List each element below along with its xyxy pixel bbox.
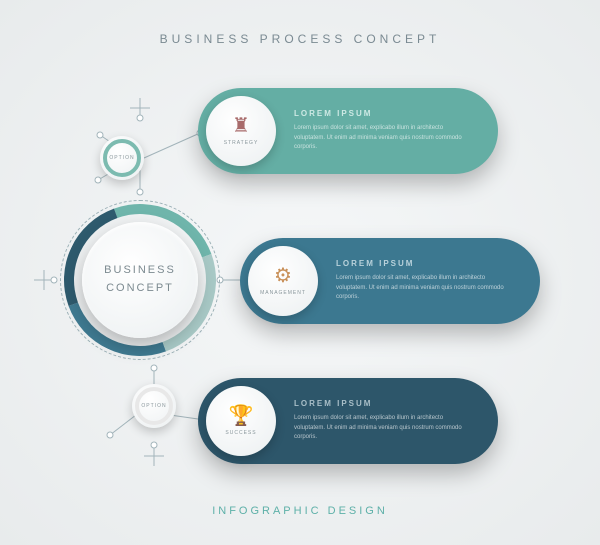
central-hub: BUSINESSCONCEPT xyxy=(60,200,220,360)
trophy-icon: 🏆 xyxy=(229,406,254,426)
step-body: Lorem ipsum dolor sit amet, explicabo il… xyxy=(294,414,468,443)
step-title: LOREM IPSUM xyxy=(336,259,510,268)
step-title: LOREM IPSUM xyxy=(294,399,468,408)
option-circle-top: OPTION xyxy=(100,136,144,180)
step-icon-label: STRATEGY xyxy=(224,140,259,146)
footer-title: INFOGRAPHIC DESIGN xyxy=(212,505,388,517)
hub-core: BUSINESSCONCEPT xyxy=(82,222,198,338)
infographic-canvas: BUSINESS PROCESS CONCEPT BUSINESSCONCEPT… xyxy=(0,0,600,545)
step-icon-knob: ♜ STRATEGY xyxy=(206,96,276,166)
gear-icon: ⚙ xyxy=(274,266,292,286)
step-icon-label: SUCCESS xyxy=(225,430,256,436)
step-title: LOREM IPSUM xyxy=(294,109,468,118)
step-icon-knob: ⚙ MANAGEMENT xyxy=(248,246,318,316)
option-label: OPTION xyxy=(141,403,166,409)
step-body: Lorem ipsum dolor sit amet, explicabo il… xyxy=(294,124,468,153)
hub-label: BUSINESSCONCEPT xyxy=(104,262,176,297)
step-icon-label: MANAGEMENT xyxy=(260,290,306,296)
step-body: Lorem ipsum dolor sit amet, explicabo il… xyxy=(336,274,510,303)
step-text: LOREM IPSUM Lorem ipsum dolor sit amet, … xyxy=(294,109,468,153)
step-strategy: ♜ STRATEGY LOREM IPSUM Lorem ipsum dolor… xyxy=(198,88,498,174)
step-success: 🏆 SUCCESS LOREM IPSUM Lorem ipsum dolor … xyxy=(198,378,498,464)
step-text: LOREM IPSUM Lorem ipsum dolor sit amet, … xyxy=(294,399,468,443)
step-management: ⚙ MANAGEMENT LOREM IPSUM Lorem ipsum dol… xyxy=(240,238,540,324)
chess-rook-icon: ♜ xyxy=(232,116,250,136)
option-label: OPTION xyxy=(109,155,134,161)
step-icon-knob: 🏆 SUCCESS xyxy=(206,386,276,456)
option-circle-bottom: OPTION xyxy=(132,384,176,428)
step-text: LOREM IPSUM Lorem ipsum dolor sit amet, … xyxy=(336,259,510,303)
